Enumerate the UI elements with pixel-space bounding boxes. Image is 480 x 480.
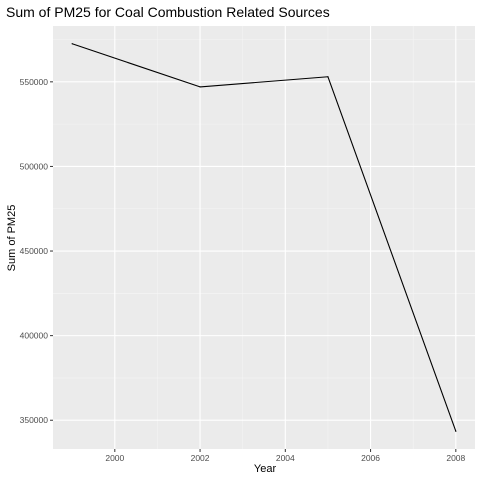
x-tick-label: 2000: [105, 453, 124, 463]
data-point: [327, 76, 329, 78]
x-tick-label: 2006: [361, 453, 380, 463]
minor-gridlines: [53, 26, 475, 449]
data-point: [71, 43, 73, 45]
major-gridlines: [53, 26, 475, 449]
chart-title: Sum of PM25 for Coal Combustion Related …: [6, 4, 330, 20]
y-tick-label: 550000: [20, 77, 49, 87]
y-tick-label: 400000: [20, 331, 49, 341]
x-tick-label: 2002: [191, 453, 210, 463]
x-tick-label: 2004: [276, 453, 295, 463]
data-point: [199, 86, 201, 88]
y-tick-label: 450000: [20, 246, 49, 256]
series-layer: [71, 43, 457, 432]
y-tick-label: 350000: [20, 415, 49, 425]
x-axis-title: Year: [254, 463, 277, 475]
x-axis: 2000 2002 2004 2006 2008: [105, 449, 466, 463]
y-axis-title: Sum of PM25: [6, 205, 18, 272]
y-axis: 350000 400000 450000 500000 550000: [20, 77, 53, 425]
data-point: [455, 430, 457, 432]
y-tick-label: 500000: [20, 161, 49, 171]
series-line: [72, 43, 457, 432]
plot-panel: [53, 26, 475, 449]
x-tick-label: 2008: [446, 453, 465, 463]
